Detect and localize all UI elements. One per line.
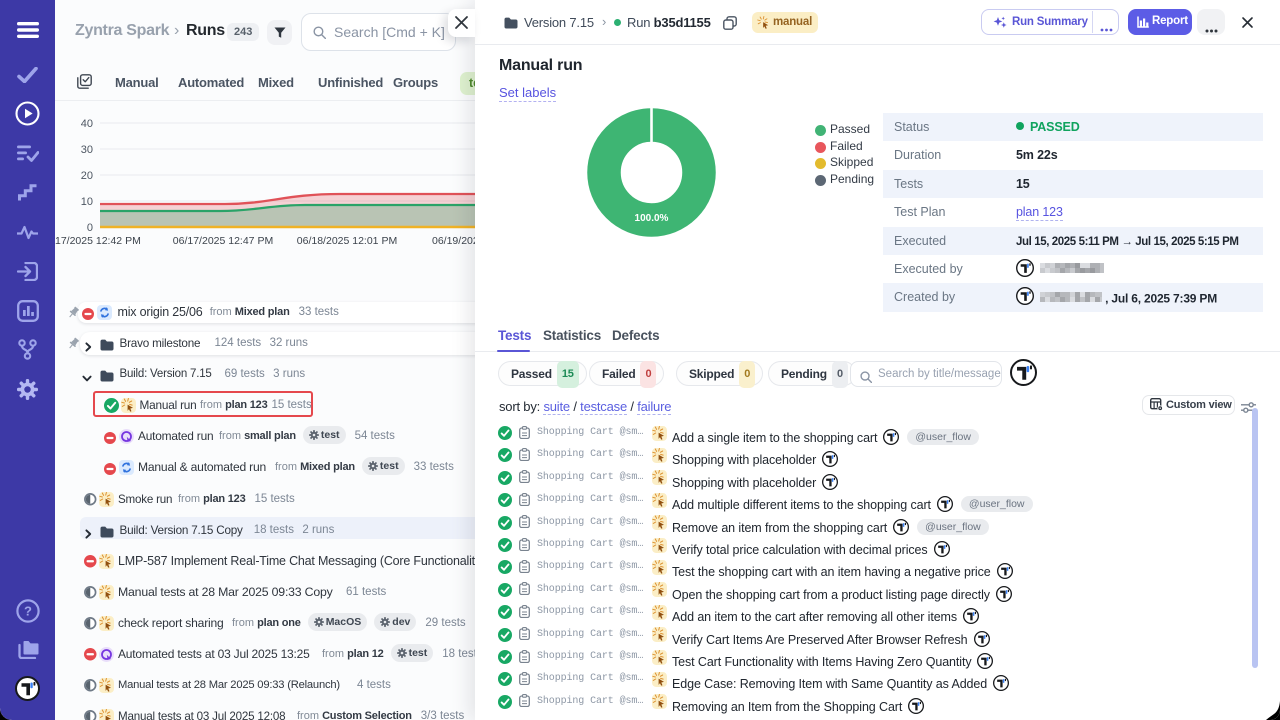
svg-text:10: 10 xyxy=(81,196,93,208)
svg-text:40: 40 xyxy=(81,118,93,130)
svg-text:100.0%: 100.0% xyxy=(635,213,669,224)
svg-text:06/19/2025 11:52 AM: 06/19/2025 11:52 AM xyxy=(432,235,480,247)
svg-text:20: 20 xyxy=(81,170,93,182)
svg-text:06/18/2025 12:01 PM: 06/18/2025 12:01 PM xyxy=(297,235,397,247)
svg-text:06/17/2025 12:47 PM: 06/17/2025 12:47 PM xyxy=(173,235,273,247)
svg-text:?: ? xyxy=(24,604,32,619)
svg-text:17/2025 12:42 PM: 17/2025 12:42 PM xyxy=(55,235,141,247)
svg-text:0: 0 xyxy=(87,222,93,234)
svg-text:30: 30 xyxy=(81,144,93,156)
